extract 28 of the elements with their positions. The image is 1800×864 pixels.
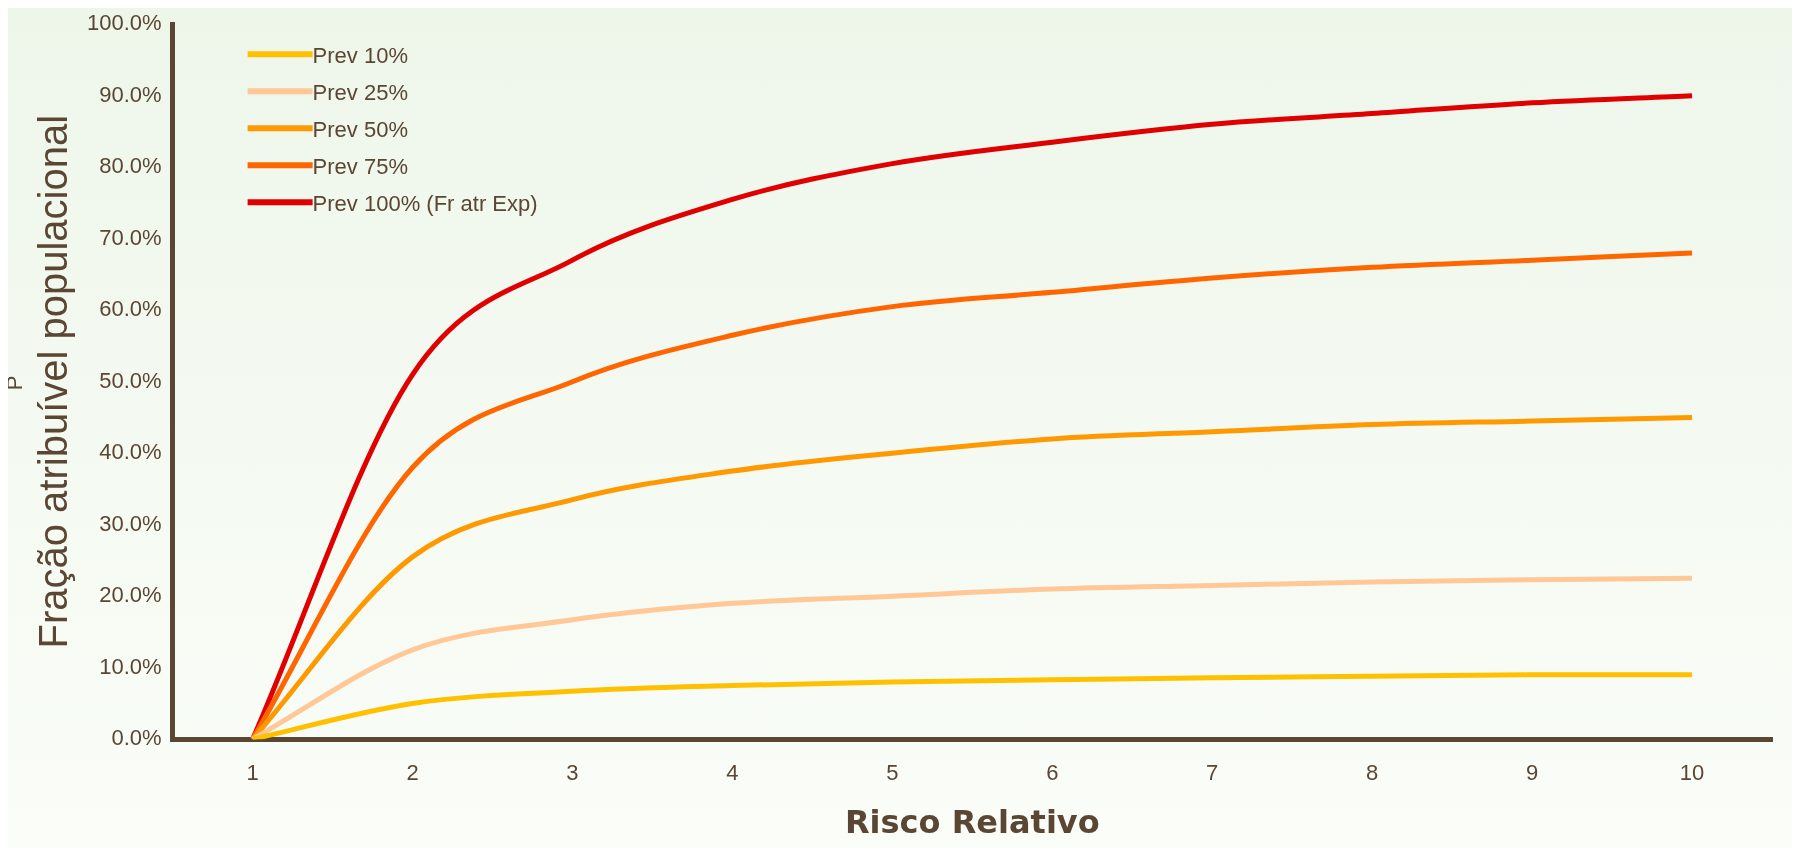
legend-label: Prev 100% (Fr atr Exp) [312, 191, 538, 217]
y-tick-label: 20.0% [99, 582, 162, 608]
y-tick-label: 80.0% [99, 153, 162, 179]
y-tick-label: 60.0% [99, 296, 162, 322]
legend-label: Prev 10% [312, 43, 409, 69]
y-tick-label: 50.0% [99, 367, 162, 393]
y-tick-label: 30.0% [99, 510, 162, 536]
y-tick-label: 70.0% [99, 224, 162, 250]
x-axis-title: Risco Relativo [844, 803, 1100, 842]
x-tick-label: 8 [1366, 760, 1379, 786]
x-tick-label: 6 [1046, 760, 1059, 786]
y-tick-label: 40.0% [99, 439, 162, 465]
y-tick-label: 100.0% [86, 10, 162, 36]
legend-label: Prev 25% [312, 80, 409, 106]
x-tick-label: 4 [726, 760, 739, 786]
legend-label: Prev 50% [312, 117, 409, 143]
x-tick-label: 1 [246, 760, 259, 786]
x-tick-label: 7 [1206, 760, 1219, 786]
y-tick-label: 10.0% [99, 653, 162, 679]
legend-label: Prev 75% [312, 154, 409, 180]
y-axis-title: Fração atribuível populacional [31, 114, 76, 649]
y-tick-label: 0.0% [111, 725, 162, 751]
x-tick-label: 10 [1679, 760, 1705, 786]
x-tick-label: 9 [1525, 760, 1539, 786]
x-tick-label: 2 [406, 760, 419, 786]
y-tick-label: 90.0% [99, 81, 162, 107]
x-tick-label: 5 [886, 760, 899, 786]
x-tick-label: 3 [566, 760, 579, 786]
